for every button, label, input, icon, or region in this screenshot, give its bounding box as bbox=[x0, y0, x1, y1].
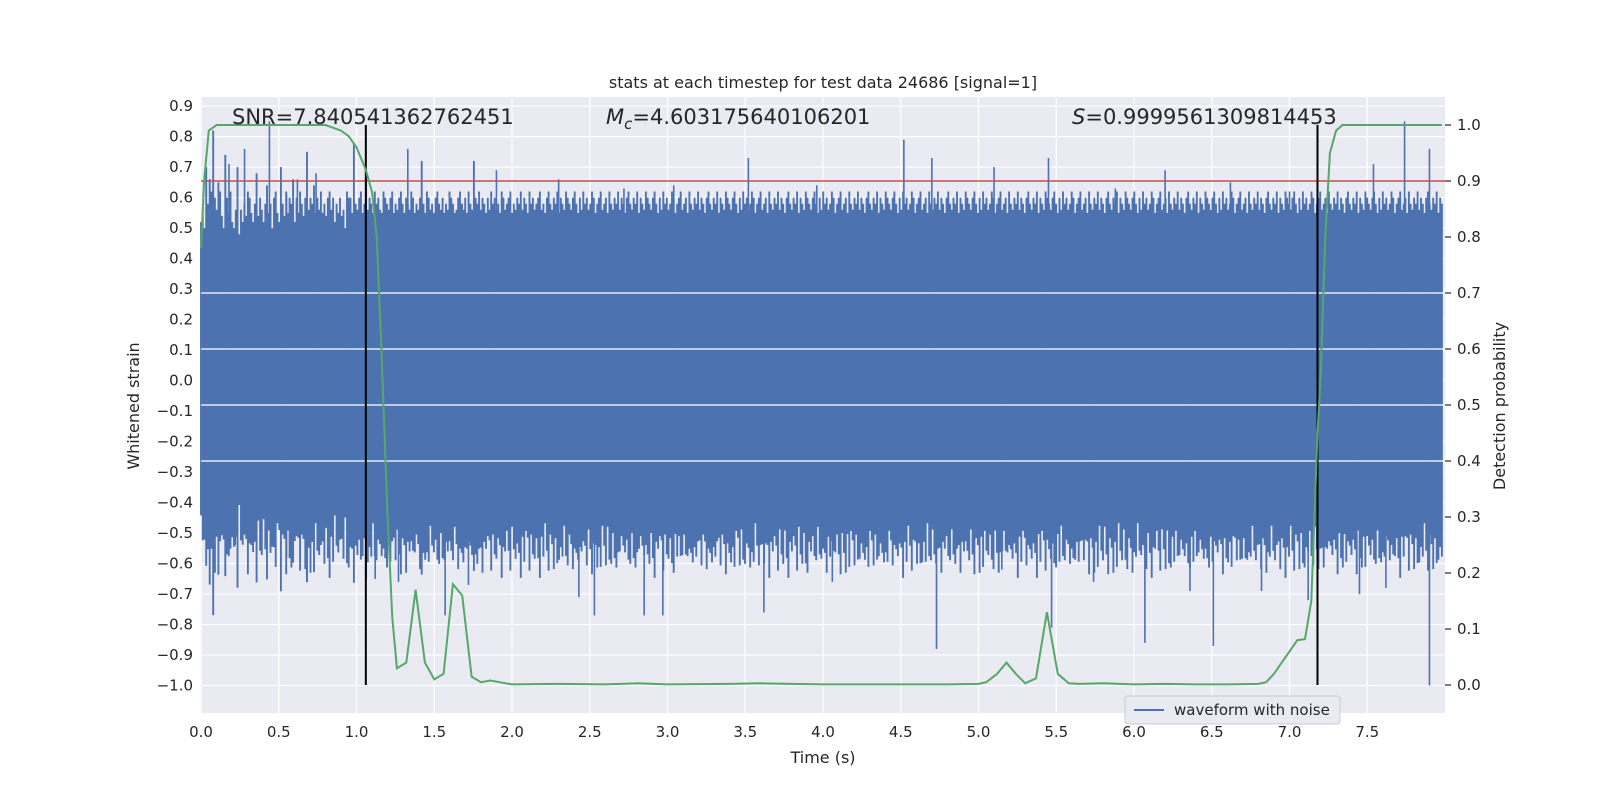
y2-tick-label: 0.4 bbox=[1457, 452, 1481, 470]
x-tick-label: 4.0 bbox=[811, 723, 835, 741]
mc-value: =4.603175640106201 bbox=[632, 105, 870, 129]
x-axis-label: Time (s) bbox=[789, 748, 855, 767]
x-tick-label: 3.0 bbox=[656, 723, 680, 741]
x-tick-label: 4.5 bbox=[889, 723, 913, 741]
y-tick-label: −0.2 bbox=[157, 433, 193, 451]
y-tick-label: 0.1 bbox=[169, 341, 193, 359]
y2-tick-label: 0.3 bbox=[1457, 508, 1481, 526]
y-tick-label: 0.6 bbox=[169, 189, 193, 207]
legend-label: waveform with noise bbox=[1174, 701, 1330, 719]
x-tick-label: 2.0 bbox=[500, 723, 524, 741]
y-tick-label: −0.5 bbox=[157, 524, 193, 542]
y-tick-label: −0.7 bbox=[157, 585, 193, 603]
mc-symbol: M bbox=[606, 105, 624, 129]
y-tick-label: 0.3 bbox=[169, 280, 193, 298]
y2-tick-label: 0.7 bbox=[1457, 284, 1481, 302]
x-axis-ticks: 0.0 0.5 1.0 1.5 2.0 2.5 3.0 3.5 4.0 4.5 5.0 5.5 6.0 6… bbox=[189, 723, 1379, 741]
y-tick-label: 0.0 bbox=[169, 372, 193, 390]
y2-tick-label: 0.1 bbox=[1457, 620, 1481, 638]
s-symbol: S bbox=[1072, 105, 1085, 129]
y-tick-label: −0.9 bbox=[157, 646, 193, 664]
y-tick-label: 0.2 bbox=[169, 311, 193, 329]
snr-annotation: SNR=7.840541362762451 bbox=[232, 105, 514, 129]
x-tick-label: 5.0 bbox=[967, 723, 991, 741]
probability-line bbox=[200, 124, 1442, 686]
y-tick-label: −0.8 bbox=[157, 616, 193, 634]
y2-tick-label: 0.0 bbox=[1457, 676, 1481, 694]
y-tick-label: −0.4 bbox=[157, 494, 193, 512]
x-tick-label: 6.0 bbox=[1122, 723, 1146, 741]
x-tick-label: 7.5 bbox=[1355, 723, 1379, 741]
x-tick-label: 0.0 bbox=[189, 723, 213, 741]
x-tick-label: 0.5 bbox=[267, 723, 291, 741]
y-tick-label: 0.4 bbox=[169, 250, 193, 268]
y2-tick-label: 1.0 bbox=[1457, 116, 1481, 134]
y2-tick-label: 0.2 bbox=[1457, 564, 1481, 582]
x-tick-label: 1.0 bbox=[345, 723, 369, 741]
x-tick-label: 5.5 bbox=[1044, 723, 1068, 741]
y2-tick-label: 0.6 bbox=[1457, 340, 1481, 358]
chart-title: stats at each timestep for test data 246… bbox=[609, 73, 1037, 92]
x-tick-label: 2.5 bbox=[578, 723, 602, 741]
y2-axis-ticks: 1.0 0.9 0.8 0.7 0.6 0.5 0.4 0.3 0.2 0.1 0.0 bbox=[1445, 116, 1481, 694]
y-tick-label: −0.6 bbox=[157, 555, 193, 573]
x-tick-label: 1.5 bbox=[422, 723, 446, 741]
y-tick-label: 0.8 bbox=[169, 128, 193, 146]
reference-lines bbox=[201, 125, 1445, 685]
s-value: =0.9999561309814453 bbox=[1085, 105, 1336, 129]
y-tick-label: −0.3 bbox=[157, 463, 193, 481]
y2-tick-label: 0.9 bbox=[1457, 172, 1481, 190]
mc-annotation: Mc=4.603175640106201 bbox=[606, 105, 870, 133]
probability-series bbox=[200, 124, 1442, 686]
y-axis-label: Whitened strain bbox=[124, 342, 143, 469]
waveform-series bbox=[200, 121, 1445, 686]
y-axis-ticks: 0.9 0.8 0.7 0.6 0.5 0.4 0.3 0.2 0.1 0.0 −0.1 −0.2 −0… bbox=[157, 97, 193, 694]
y-tick-label: −1.0 bbox=[157, 677, 193, 695]
y2-axis-label: Detection probability bbox=[1490, 322, 1509, 490]
x-tick-label: 6.5 bbox=[1200, 723, 1224, 741]
y2-tick-label: 0.5 bbox=[1457, 396, 1481, 414]
s-annotation: S=0.9999561309814453 bbox=[1072, 105, 1337, 129]
mc-subscript: c bbox=[624, 115, 633, 133]
y2-tick-label: 0.8 bbox=[1457, 228, 1481, 246]
x-tick-label: 3.5 bbox=[733, 723, 757, 741]
y-tick-label: 0.7 bbox=[169, 158, 193, 176]
y-tick-label: 0.9 bbox=[169, 97, 193, 115]
y-tick-label: −0.1 bbox=[157, 402, 193, 420]
y-tick-label: 0.5 bbox=[169, 219, 193, 237]
legend: waveform with noise bbox=[1124, 695, 1341, 725]
waveform-core-band bbox=[201, 283, 1442, 473]
legend-box bbox=[1124, 695, 1341, 725]
x-tick-label: 7.0 bbox=[1278, 723, 1302, 741]
